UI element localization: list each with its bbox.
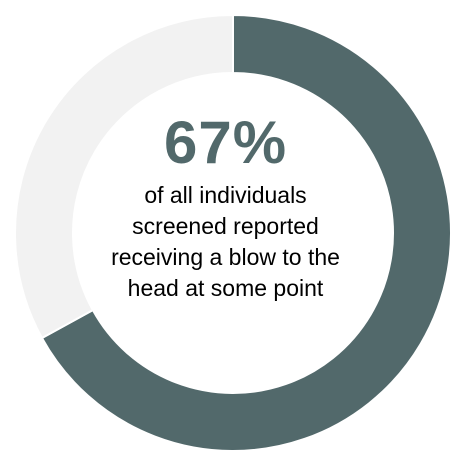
caption-line-2: screened reported — [132, 213, 319, 239]
caption-line-3: receiving a blow to the — [111, 244, 340, 270]
caption: of all individuals screened reported rec… — [70, 180, 381, 304]
center-label: 67% of all individuals screened reported… — [70, 110, 381, 304]
donut-slice-1 — [40, 13, 451, 451]
caption-line-1: of all individuals — [144, 182, 307, 208]
caption-line-4: head at some point — [127, 275, 324, 301]
donut-slice-2 — [14, 13, 234, 340]
percentage-value: 67% — [163, 109, 288, 176]
